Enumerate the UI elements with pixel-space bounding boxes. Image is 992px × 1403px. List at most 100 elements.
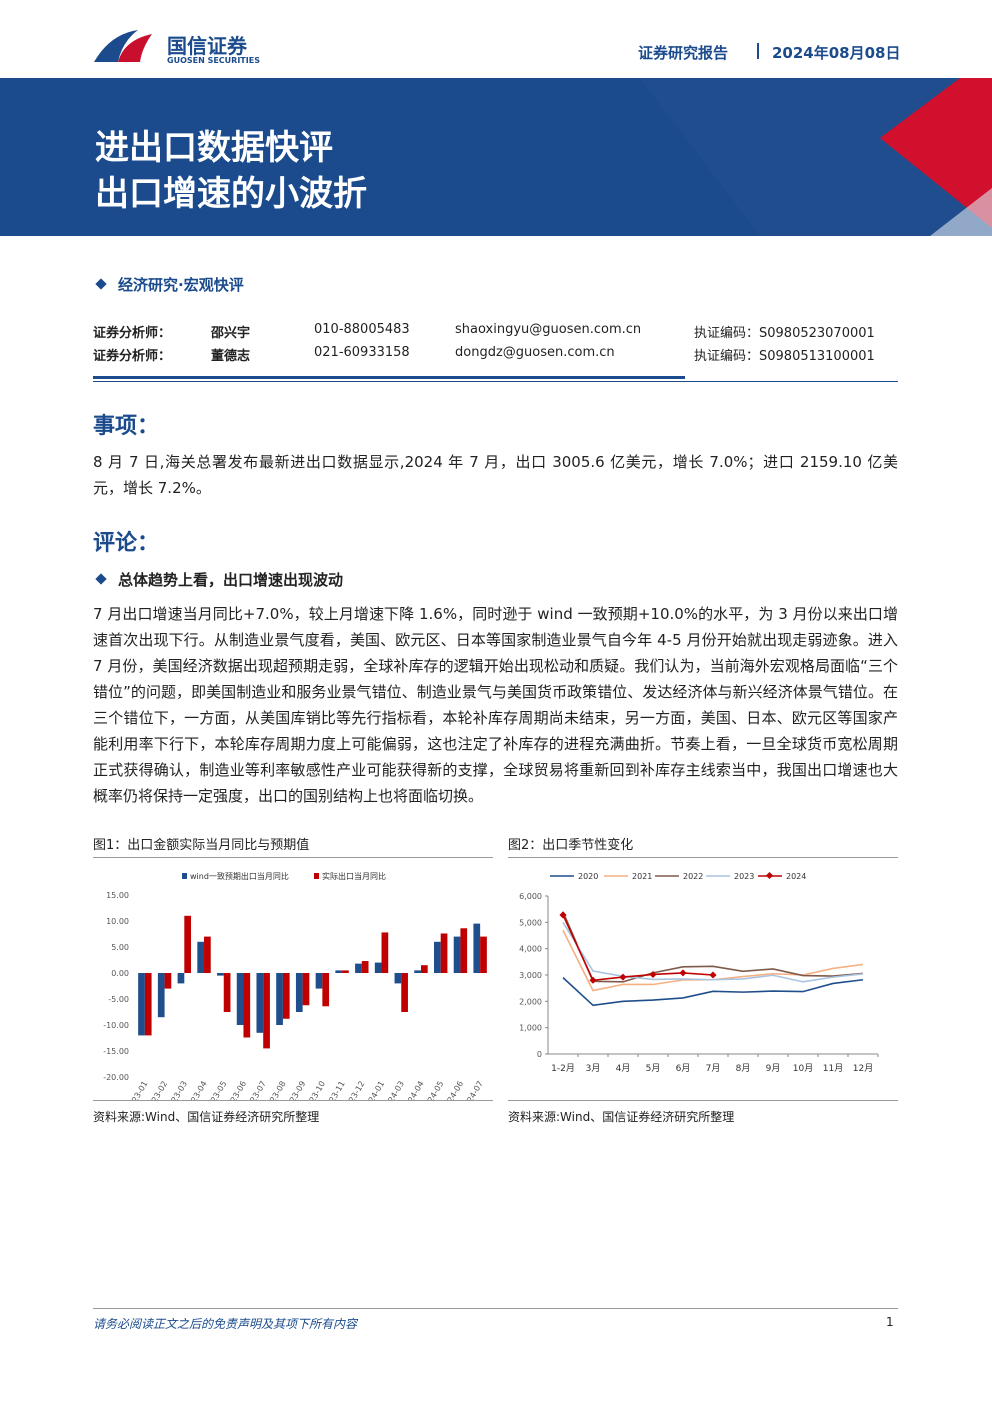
bar — [164, 973, 172, 989]
bar — [460, 928, 468, 973]
y-tick-label: 6,000 — [519, 892, 542, 901]
x-tick-label: 4月 — [616, 1063, 631, 1074]
line — [562, 911, 864, 983]
bar — [420, 965, 428, 973]
legend-label: 2023 — [734, 872, 754, 881]
bar — [374, 962, 382, 973]
y-tick-label: 4,000 — [519, 945, 542, 954]
analyst-phone: 021-60933158 — [314, 345, 410, 360]
x-tick-label: 2024-06 — [441, 1080, 466, 1101]
bar — [295, 973, 303, 1012]
bar — [480, 936, 487, 973]
y-tick-label: 2,000 — [519, 997, 542, 1006]
x-tick-label: 11月 — [823, 1063, 843, 1074]
x-tick-label: 3月 — [586, 1063, 601, 1074]
bar — [440, 933, 448, 973]
bar — [276, 973, 283, 1025]
bullet — [95, 278, 107, 290]
x-tick-label: 8月 — [736, 1063, 751, 1074]
x-tick-label: 5月 — [646, 1063, 661, 1074]
bar — [263, 973, 270, 1049]
point — [619, 973, 627, 981]
x-tick-label: 2024-03 — [381, 1080, 406, 1101]
x-tick-label: 2024-07 — [460, 1080, 485, 1101]
bar — [177, 973, 185, 984]
bar — [453, 936, 461, 973]
legend-marker — [765, 871, 774, 880]
x-tick-label: 6月 — [676, 1063, 691, 1074]
separator — [757, 43, 759, 59]
bar — [394, 973, 402, 984]
legend-swatch — [182, 873, 187, 879]
x-tick-label: 2023-04 — [184, 1080, 209, 1101]
x-tick-label: 2024-01 — [362, 1080, 387, 1101]
y-tick-label: -5.00 — [108, 995, 129, 1004]
bar — [473, 923, 481, 973]
x-tick-label: 12月 — [853, 1063, 873, 1074]
bar — [256, 973, 264, 1033]
point — [709, 971, 717, 979]
analyst-cert: 执证编码：S0980523070001 — [694, 326, 875, 341]
analyst-phone: 010-88005483 — [314, 322, 410, 337]
bar — [361, 961, 369, 973]
x-tick-label: 2023-08 — [263, 1080, 288, 1101]
bar — [144, 973, 152, 1036]
bar — [138, 973, 145, 1036]
logo-name: 国信证券 — [167, 34, 247, 58]
point — [679, 969, 687, 977]
banner — [0, 78, 992, 236]
bar — [335, 970, 343, 973]
bar — [217, 973, 224, 976]
legend-label: 实际出口当月同比 — [322, 871, 386, 881]
analyst-name: 董德志 — [211, 349, 251, 364]
title: 进出口数据快评 — [95, 128, 333, 168]
bar — [223, 973, 231, 1012]
figure-caption: 图2：出口季节性变化 — [508, 834, 898, 858]
disclaimer: 请务必阅读正文之后的免责声明及其项下所有内容 — [93, 1317, 358, 1331]
y-tick-label: 10.00 — [106, 917, 129, 926]
bar — [381, 932, 389, 973]
logo-en: GUOSEN SECURITIES — [167, 56, 260, 65]
bar — [342, 970, 349, 973]
y-tick-label: 0.00 — [111, 969, 129, 978]
y-tick-label: 5,000 — [519, 918, 542, 927]
figure-caption: 图1：出口金额实际当月同比与预期值 — [93, 834, 493, 858]
x-tick-label: 2023-09 — [283, 1080, 308, 1101]
logo-mark — [94, 30, 152, 62]
line — [562, 921, 864, 983]
point — [589, 976, 597, 984]
bar — [401, 973, 408, 1012]
bar — [433, 941, 441, 973]
bar — [184, 915, 192, 973]
analyst-label: 证券分析师： — [93, 349, 172, 364]
rule — [93, 1308, 898, 1309]
section-heading: 事项： — [93, 414, 160, 439]
bar — [243, 973, 251, 1038]
figure-source: 资料来源:Wind、国信证券经济研究所整理 — [508, 1110, 735, 1124]
bar — [355, 963, 362, 973]
y-tick-label: -15.00 — [103, 1047, 129, 1056]
report-type: 证券研究报告 — [638, 44, 729, 62]
analyst-name: 邵兴宇 — [211, 326, 251, 341]
point — [649, 970, 657, 979]
chart: 15.00 10.00 5.00 0.00 -5.00 -10.00 -15.00 -20.0… — [103, 871, 487, 1101]
x-tick-label: 2023-02 — [145, 1080, 170, 1101]
line — [562, 914, 714, 982]
x-tick-label: 2023-01 — [125, 1080, 150, 1101]
bar — [315, 973, 323, 989]
section-heading: 评论： — [93, 531, 160, 556]
bar — [322, 973, 330, 1007]
bar — [197, 941, 205, 973]
legend-label: 2024 — [786, 872, 806, 881]
subheading: 总体趋势上看，出口增速出现波动 — [118, 571, 344, 589]
x-tick-label: 2024-04 — [401, 1080, 426, 1101]
analyst-label: 证券分析师： — [93, 326, 172, 341]
y-tick-label: -20.00 — [103, 1073, 129, 1082]
x-tick-label: 7月 — [706, 1063, 721, 1074]
x-tick-label: 10月 — [793, 1063, 813, 1074]
analyst-email: dongdz@guosen.com.cn — [455, 345, 615, 360]
x-tick-label: 9月 — [766, 1063, 781, 1074]
x-tick-label: 2023-07 — [243, 1080, 268, 1101]
rule — [93, 381, 898, 382]
